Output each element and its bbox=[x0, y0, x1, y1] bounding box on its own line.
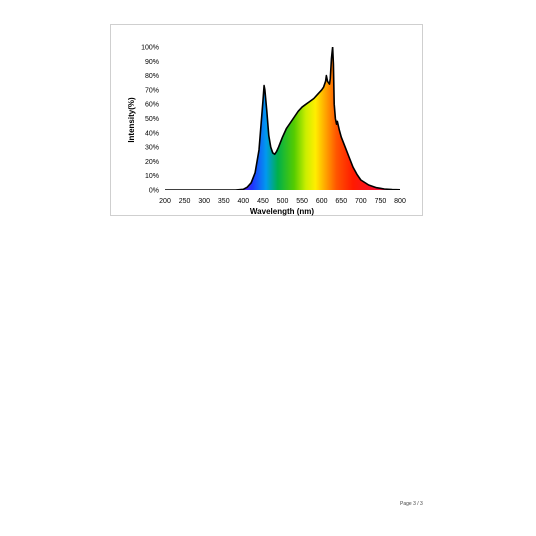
x-tick-label: 800 bbox=[394, 198, 406, 205]
x-tick-label: 250 bbox=[179, 198, 191, 205]
x-tick-label: 500 bbox=[277, 198, 289, 205]
x-tick-label: 200 bbox=[159, 198, 171, 205]
y-axis-label: Intensity(%) bbox=[127, 97, 136, 143]
x-tick-label: 550 bbox=[296, 198, 308, 205]
y-axis-ticks: 0% 10% 20% 30% 40% 50% 60% 70% 80% 90% 100% bbox=[141, 45, 159, 195]
y-tick-label: 20% bbox=[145, 159, 159, 166]
y-tick-label: 50% bbox=[145, 116, 159, 123]
y-tick-label: 0% bbox=[149, 188, 159, 195]
x-tick-label: 450 bbox=[257, 198, 269, 205]
y-tick-label: 60% bbox=[145, 102, 159, 109]
y-tick-label: 30% bbox=[145, 145, 159, 152]
page-number: Page 3 / 3 bbox=[400, 501, 423, 507]
x-tick-label: 350 bbox=[218, 198, 230, 205]
y-tick-label: 40% bbox=[145, 130, 159, 137]
area-above-curve bbox=[165, 47, 400, 190]
x-tick-label: 400 bbox=[237, 198, 249, 205]
x-axis-ticks: 200 250 300 350 400 450 500 550 600 650 700 750 800 bbox=[159, 198, 406, 205]
x-tick-label: 300 bbox=[198, 198, 210, 205]
x-tick-label: 650 bbox=[335, 198, 347, 205]
x-axis-label: Wavelength (nm) bbox=[250, 207, 314, 216]
y-tick-label: 80% bbox=[145, 73, 159, 80]
x-tick-label: 700 bbox=[355, 198, 367, 205]
y-tick-label: 10% bbox=[145, 173, 159, 180]
x-tick-label: 600 bbox=[316, 198, 328, 205]
y-tick-label: 70% bbox=[145, 87, 159, 94]
y-tick-label: 90% bbox=[145, 59, 159, 66]
x-tick-label: 750 bbox=[375, 198, 387, 205]
y-tick-label: 100% bbox=[141, 45, 159, 52]
intensity-curve bbox=[165, 47, 400, 190]
